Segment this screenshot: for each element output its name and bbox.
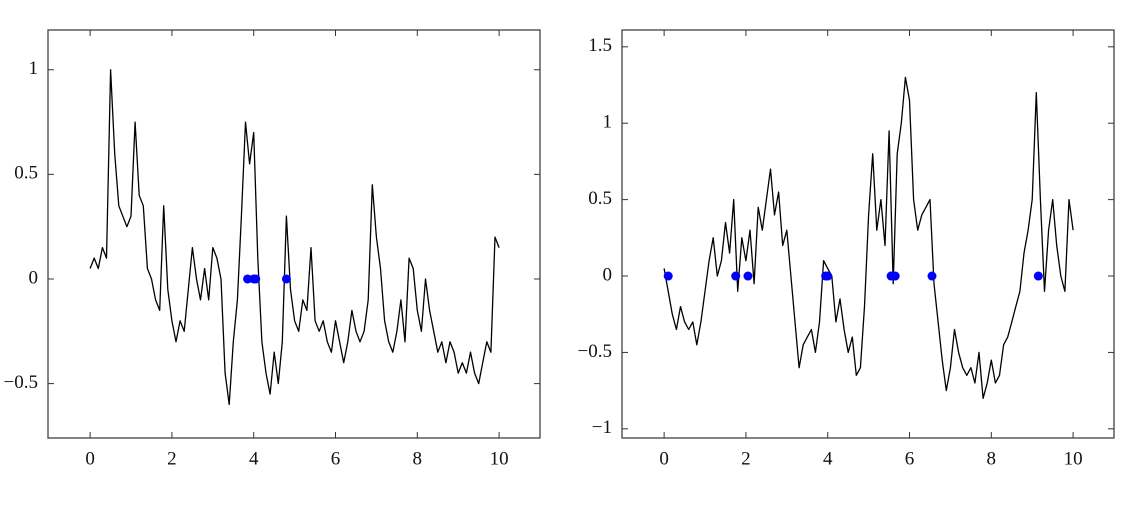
x-tick-label: 0 [659, 448, 669, 469]
x-tick-label: 6 [905, 448, 915, 469]
x-tick-label: 8 [987, 448, 997, 469]
y-tick-label: 0.5 [14, 163, 38, 184]
point [823, 271, 833, 281]
x-tick-label: 2 [167, 448, 177, 469]
point [251, 274, 261, 284]
point [1033, 271, 1043, 281]
x-tick-label: 10 [490, 448, 509, 469]
plot-frame [621, 29, 1115, 439]
x-tick-label: 4 [249, 448, 259, 469]
point [281, 274, 291, 284]
x-tick-label: 6 [331, 448, 341, 469]
y-tick-label: 0 [603, 264, 613, 285]
x-tick-label: 2 [741, 448, 751, 469]
y-tick-label: 1 [603, 112, 613, 133]
y-tick-label: 0 [29, 267, 39, 288]
y-tick-label: 0.5 [588, 188, 612, 209]
x-tick-label: 10 [1064, 448, 1083, 469]
plot-frame [47, 29, 541, 439]
point [927, 271, 937, 281]
y-tick-label: 1.5 [588, 35, 612, 56]
point [663, 271, 673, 281]
y-tick-label: 1 [29, 58, 39, 79]
x-tick-label: 0 [85, 448, 95, 469]
y-tick-label: −1 [592, 417, 612, 438]
y-tick-label: −0.5 [578, 341, 612, 362]
y-tick-label: −0.5 [4, 372, 38, 393]
data-line [663, 76, 1074, 399]
point [890, 271, 900, 281]
data-line [89, 69, 500, 406]
x-tick-label: 4 [823, 448, 833, 469]
x-tick-label: 8 [413, 448, 423, 469]
point [743, 271, 753, 281]
point [731, 271, 741, 281]
